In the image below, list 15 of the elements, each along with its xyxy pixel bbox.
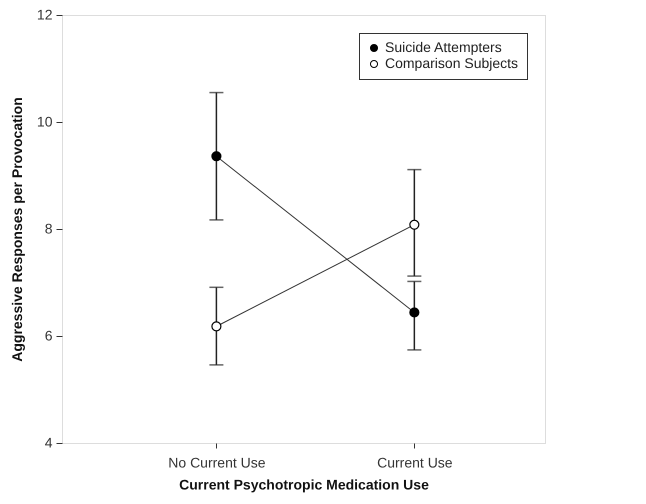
y-tick-label: 6 xyxy=(44,328,53,344)
point xyxy=(409,307,420,318)
point xyxy=(211,321,222,332)
x-tick-label: Current Use xyxy=(377,454,453,470)
y-tick-label: 12 xyxy=(36,6,53,22)
legend-label: Comparison Subjects xyxy=(385,55,518,71)
point xyxy=(409,220,420,230)
point xyxy=(211,151,222,162)
x-axis-title: Current Psychotropic Medication Use xyxy=(179,476,430,492)
y-axis-title: Aggressive Responses per Provocation xyxy=(8,97,25,362)
y-tick-label: 4 xyxy=(44,434,53,450)
x-tick-label: No Current Use xyxy=(168,454,266,470)
y-tick-label: 8 xyxy=(44,220,53,236)
legend-label: Suicide Attempters xyxy=(385,39,502,55)
y-tick-label: 10 xyxy=(36,114,53,130)
